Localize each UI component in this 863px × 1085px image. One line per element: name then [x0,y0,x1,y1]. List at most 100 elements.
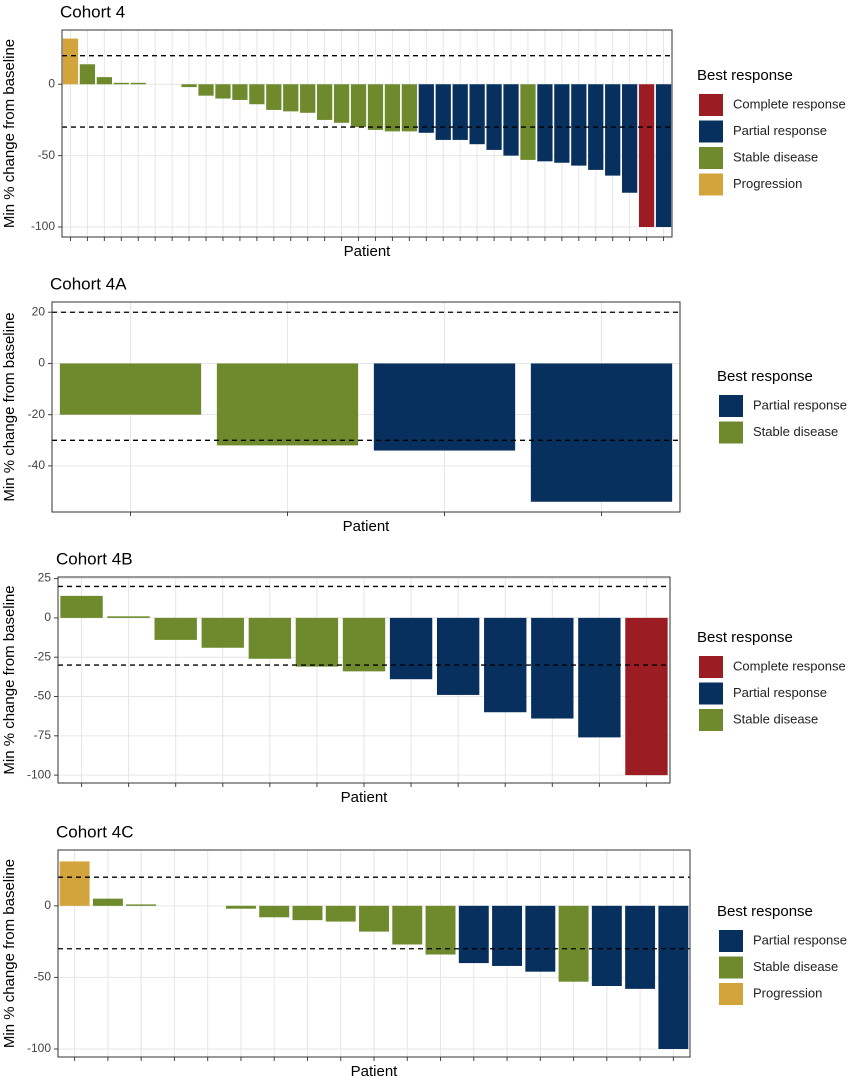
legend-label: Complete response [733,96,846,111]
bar [350,84,367,128]
bar [359,905,389,932]
y-tick-label: 25 [38,571,52,585]
bar [266,84,282,110]
bar [107,616,150,618]
bar [605,84,621,176]
plot-panel [62,30,672,237]
legend-title: Best response [697,629,793,646]
bar [79,64,96,85]
bar [317,84,333,120]
bar [525,905,556,972]
bar [342,617,386,672]
legend-label: Partial response [753,932,847,947]
bar [283,84,299,112]
y-tick-label: 0 [44,898,51,912]
bar [638,84,655,228]
bar [295,617,339,667]
legend-label: Stable disease [733,149,818,164]
bar [558,905,589,982]
bar [469,84,485,145]
legend-swatch [719,983,743,1005]
y-axis-title: Min % change from baseline [1,312,18,501]
bar [578,617,621,738]
bar [503,84,519,156]
bar [126,904,157,906]
y-tick-label: -100 [31,219,55,233]
bar [389,617,433,680]
legend-label: Complete response [733,658,846,673]
bar [130,82,146,85]
bar [154,617,197,640]
plot-border [51,301,681,513]
y-tick-label: -50 [34,689,52,703]
legend-label: Stable disease [733,711,818,726]
y-tick-label: 0 [44,610,51,624]
legend-label: Partial response [733,685,827,700]
y-tick-label: 0 [38,356,45,370]
bar [92,898,123,906]
legend-title: Best response [717,903,813,920]
bar [520,84,536,160]
bar [392,905,423,945]
bar [232,84,248,100]
bar [181,84,197,88]
bar [452,84,468,140]
bar [62,38,79,85]
x-axis-title: Patient [341,789,389,806]
bar [333,84,350,123]
y-tick-label: -20 [28,407,46,421]
y-tick-label: -40 [28,458,46,472]
legend-swatch [719,395,743,417]
legend-swatch [699,94,723,116]
legend-label: Progression [733,176,802,191]
bar [625,617,668,776]
x-axis-title: Patient [344,243,392,260]
y-tick-label: -100 [27,767,51,781]
chart-title: Cohort 4B [56,549,133,568]
y-axis-title: Min % change from baseline [1,585,18,774]
y-axis-title: Min % change from baseline [1,859,18,1048]
bar [554,84,570,163]
legend-title: Best response [717,368,813,385]
legend-swatch [699,147,723,169]
bar [367,84,384,130]
bar [198,84,214,96]
bar [655,84,672,228]
legend-label: Progression [753,985,822,1000]
bar [622,84,638,193]
bar [60,595,103,618]
y-tick-label: -75 [34,728,52,742]
bar [373,363,516,451]
chart-title: Cohort 4A [50,274,127,293]
bar [259,905,290,918]
bar [59,363,202,415]
legend-swatch [699,682,723,705]
legend-label: Stable disease [753,959,838,974]
plot-border [61,29,673,238]
bar [436,617,480,695]
y-tick-label: -25 [34,649,52,663]
plot-border [57,576,671,784]
bar [571,84,587,166]
bar [216,363,359,446]
legend-label: Partial response [733,123,827,138]
plot-border [57,849,691,1058]
bar [325,905,356,922]
bar [492,905,523,966]
y-tick-label: 20 [32,304,46,318]
bar [215,84,231,99]
legend-label: Stable disease [753,424,838,439]
bar [537,84,553,162]
legend-swatch [719,956,743,979]
bar [249,84,265,105]
legend-swatch [699,120,723,143]
bar [530,363,673,502]
bar [292,905,323,921]
legend-swatch [699,656,723,678]
bar [458,905,489,964]
y-tick-label: -50 [38,148,56,162]
bar [418,84,434,133]
bar [591,905,622,986]
bar [59,861,90,906]
